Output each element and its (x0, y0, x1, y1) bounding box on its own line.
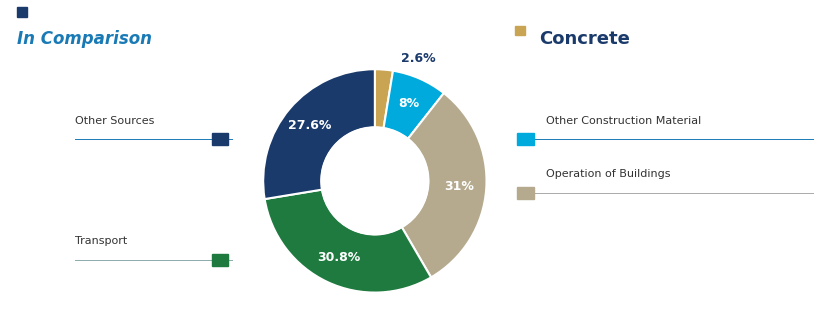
Wedge shape (383, 71, 444, 139)
Text: Other Construction Material: Other Construction Material (546, 116, 701, 126)
Bar (515, 26, 525, 35)
Text: Concrete: Concrete (540, 30, 630, 48)
Bar (212, 133, 228, 145)
Text: 8%: 8% (398, 97, 420, 110)
Text: Operation of Buildings: Operation of Buildings (546, 169, 671, 179)
Text: Transport: Transport (75, 236, 127, 246)
Text: Other Sources: Other Sources (75, 116, 154, 126)
Wedge shape (402, 93, 486, 277)
Circle shape (321, 127, 428, 234)
Text: 30.8%: 30.8% (317, 251, 360, 264)
Wedge shape (265, 190, 431, 292)
Text: 2.6%: 2.6% (401, 52, 436, 65)
Bar (212, 254, 228, 266)
Wedge shape (375, 69, 393, 128)
Bar (17, 7, 27, 17)
Bar (517, 133, 534, 145)
Bar (517, 187, 534, 199)
Text: 31%: 31% (445, 180, 475, 193)
Text: In Comparison: In Comparison (17, 30, 152, 48)
Text: 27.6%: 27.6% (289, 120, 332, 132)
Wedge shape (263, 69, 375, 199)
